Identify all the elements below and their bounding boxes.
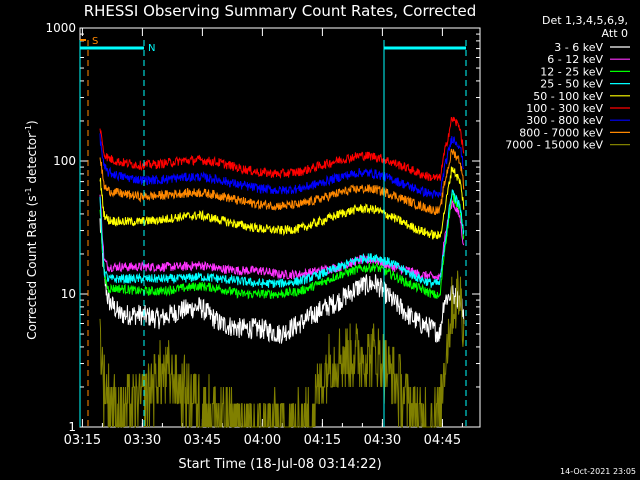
series-line [99, 218, 465, 344]
legend-header-line2: Att 0 [602, 27, 628, 40]
y-tick-label: 100 [53, 154, 76, 168]
y-tick-label: 10 [61, 287, 76, 301]
legend-entry-label: 7000 - 15000 keV [505, 139, 603, 152]
plot-frame: 1 10 100 1000 03:15 03:30 03:45 04:00 04:15 04:30… [45, 21, 481, 448]
plot-border [79, 27, 481, 428]
x-tick-label: 03:45 [184, 433, 221, 448]
legend-entry-label: 100 - 300 keV [526, 102, 603, 115]
legend-entry-label: 6 - 12 keV [547, 53, 603, 66]
series-line [99, 148, 465, 215]
y-axis-label: Corrected Count Rate (s-1 detector-1) [24, 120, 39, 339]
x-tick-label: 03:30 [124, 433, 161, 448]
series-line [99, 166, 465, 240]
chart-title: RHESSI Observing Summary Count Rates, Co… [84, 2, 477, 20]
legend-entry-label: 3 - 6 keV [554, 41, 603, 54]
legend-header-line1: Det 1,3,4,5,6,9, [542, 14, 628, 27]
x-axis-label: Start Time (18-Jul-08 03:14:22) [178, 457, 381, 472]
series-line [99, 189, 465, 289]
series-line [99, 133, 465, 199]
legend-entry-label: 300 - 800 keV [526, 114, 603, 127]
flag-label-s: S [92, 36, 98, 47]
x-tick-label: 04:15 [304, 433, 341, 448]
series-line [99, 270, 465, 428]
series-layer [99, 116, 465, 428]
x-tick-label: 04:30 [364, 433, 401, 448]
x-tick-label: 04:00 [244, 433, 281, 448]
y-tick-label: 1000 [45, 21, 76, 35]
legend-entry-label: 25 - 50 keV [540, 78, 603, 91]
legend-entry-label: 50 - 100 keV [533, 90, 603, 103]
flag-label-n: N [148, 43, 155, 54]
x-tick-label: 03:15 [64, 433, 101, 448]
x-tick-label: 04:45 [424, 433, 461, 448]
footer-timestamp: 14-Oct-2021 23:05 [560, 467, 636, 476]
series-line [99, 192, 465, 300]
series-line [99, 116, 465, 182]
legend-entry-label: 800 - 7000 keV [519, 126, 603, 139]
y-tick-label: 1 [68, 420, 76, 434]
annotation-layer: SN [79, 36, 467, 427]
legend-entry-label: 12 - 25 keV [540, 65, 603, 78]
